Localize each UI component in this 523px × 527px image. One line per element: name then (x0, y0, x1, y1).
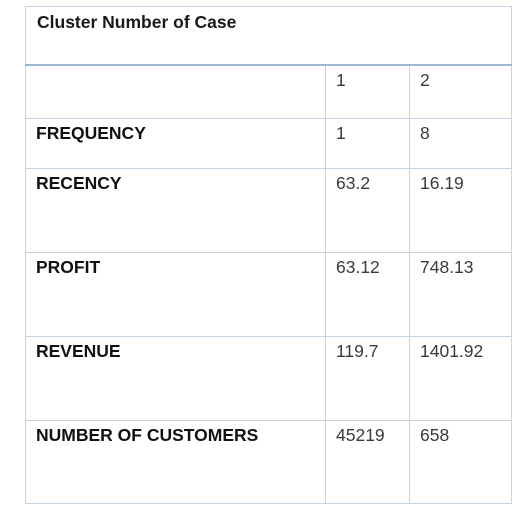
row-label-number-of-customers: NUMBER OF CUSTOMERS (25, 420, 326, 504)
title-row: Cluster Number of Case (25, 6, 512, 66)
table-row: NUMBER OF CUSTOMERS 45219 658 (25, 420, 512, 504)
column-header-empty (25, 64, 326, 119)
cell-recency-cluster-2: 16.19 (409, 168, 512, 253)
cell-frequency-cluster-1: 1 (325, 118, 410, 169)
table-row: PROFIT 63.12 748.13 (25, 252, 512, 337)
column-header-row: 1 2 (25, 64, 512, 119)
cell-recency-cluster-1: 63.2 (325, 168, 410, 253)
cell-customers-cluster-1: 45219 (325, 420, 410, 504)
cell-customers-cluster-2: 658 (409, 420, 512, 504)
row-label-profit: PROFIT (25, 252, 326, 337)
cell-profit-cluster-1: 63.12 (325, 252, 410, 337)
row-label-revenue: REVENUE (25, 336, 326, 421)
row-label-frequency: FREQUENCY (25, 118, 326, 169)
table-row: RECENCY 63.2 16.19 (25, 168, 512, 253)
cluster-table: Cluster Number of Case 1 2 FREQUENCY 1 8… (25, 6, 512, 504)
cell-profit-cluster-2: 748.13 (409, 252, 512, 337)
column-header-cluster-2: 2 (409, 64, 512, 119)
table-row: FREQUENCY 1 8 (25, 118, 512, 169)
table-row: REVENUE 119.7 1401.92 (25, 336, 512, 421)
column-header-cluster-1: 1 (325, 64, 410, 119)
cluster-table-container: Cluster Number of Case 1 2 FREQUENCY 1 8… (25, 6, 512, 511)
table-title: Cluster Number of Case (25, 6, 512, 66)
cell-revenue-cluster-1: 119.7 (325, 336, 410, 421)
cell-frequency-cluster-2: 8 (409, 118, 512, 169)
row-label-recency: RECENCY (25, 168, 326, 253)
cell-revenue-cluster-2: 1401.92 (409, 336, 512, 421)
